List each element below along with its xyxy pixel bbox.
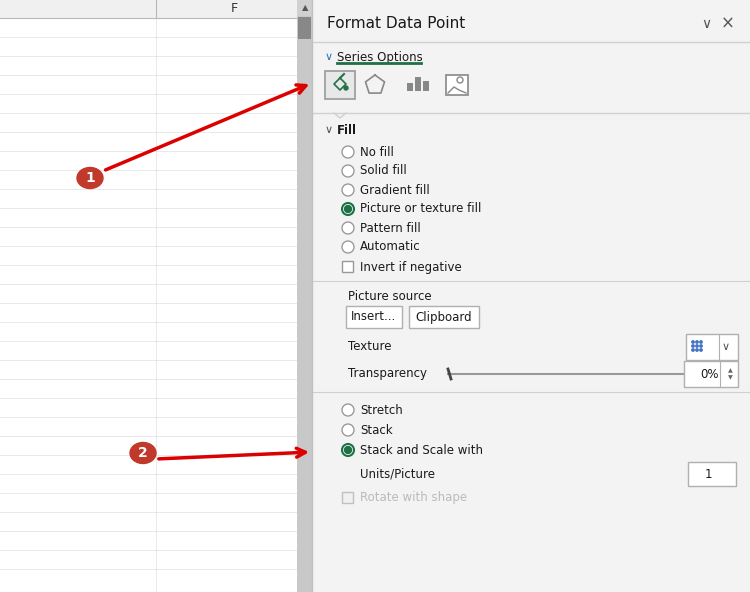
FancyBboxPatch shape <box>407 83 413 91</box>
Circle shape <box>342 404 354 416</box>
Ellipse shape <box>77 168 103 188</box>
Text: ▼: ▼ <box>728 375 732 381</box>
Circle shape <box>692 349 694 351</box>
FancyBboxPatch shape <box>446 75 468 95</box>
Text: Invert if negative: Invert if negative <box>360 260 462 274</box>
Circle shape <box>342 241 354 253</box>
Circle shape <box>700 345 702 347</box>
Circle shape <box>342 184 354 196</box>
FancyBboxPatch shape <box>346 306 402 328</box>
Text: Format Data Point: Format Data Point <box>327 17 465 31</box>
Text: Solid fill: Solid fill <box>360 165 407 178</box>
FancyBboxPatch shape <box>0 0 312 18</box>
Circle shape <box>342 424 354 436</box>
Text: Automatic: Automatic <box>360 240 421 253</box>
Text: Pattern fill: Pattern fill <box>360 221 421 234</box>
Text: Gradient fill: Gradient fill <box>360 184 430 197</box>
Circle shape <box>696 345 698 347</box>
Circle shape <box>342 146 354 158</box>
Text: F: F <box>230 2 238 15</box>
FancyBboxPatch shape <box>342 492 353 503</box>
Circle shape <box>344 86 348 90</box>
Text: ∨: ∨ <box>722 342 730 352</box>
FancyBboxPatch shape <box>686 334 738 360</box>
FancyBboxPatch shape <box>409 306 479 328</box>
FancyBboxPatch shape <box>688 462 736 486</box>
FancyBboxPatch shape <box>297 0 313 592</box>
Circle shape <box>692 345 694 347</box>
Text: Series Options: Series Options <box>337 50 423 63</box>
Text: Texture: Texture <box>348 340 392 353</box>
Text: ×: × <box>721 15 735 33</box>
Text: Stack and Scale with: Stack and Scale with <box>360 443 483 456</box>
FancyBboxPatch shape <box>423 81 429 91</box>
Text: 1: 1 <box>704 468 712 481</box>
Circle shape <box>692 341 694 343</box>
Text: ▲: ▲ <box>302 4 308 12</box>
Circle shape <box>344 446 352 453</box>
Circle shape <box>342 444 354 456</box>
Circle shape <box>342 165 354 177</box>
FancyBboxPatch shape <box>342 261 353 272</box>
Text: Transparency: Transparency <box>348 368 427 381</box>
Text: Stretch: Stretch <box>360 404 403 417</box>
Text: Picture or texture fill: Picture or texture fill <box>360 202 482 215</box>
FancyBboxPatch shape <box>298 17 311 39</box>
FancyBboxPatch shape <box>0 0 313 592</box>
FancyBboxPatch shape <box>325 71 355 99</box>
Ellipse shape <box>130 442 156 464</box>
Circle shape <box>342 203 354 215</box>
Circle shape <box>696 349 698 351</box>
Circle shape <box>344 205 352 213</box>
Circle shape <box>700 349 702 351</box>
Text: Rotate with shape: Rotate with shape <box>360 491 467 504</box>
Text: ∨: ∨ <box>701 17 711 31</box>
Text: ∨: ∨ <box>325 125 333 135</box>
FancyBboxPatch shape <box>684 361 738 387</box>
Text: No fill: No fill <box>360 146 394 159</box>
Circle shape <box>342 222 354 234</box>
Text: Fill: Fill <box>337 124 357 137</box>
Text: Stack: Stack <box>360 423 393 436</box>
Text: 0%: 0% <box>700 368 718 381</box>
FancyBboxPatch shape <box>297 0 313 16</box>
Text: ∨: ∨ <box>325 52 333 62</box>
Text: 1: 1 <box>85 171 94 185</box>
Text: ▲: ▲ <box>728 368 732 374</box>
Text: Units/Picture: Units/Picture <box>360 468 435 481</box>
Circle shape <box>696 341 698 343</box>
Text: Picture source: Picture source <box>348 291 432 304</box>
Text: 2: 2 <box>138 446 148 460</box>
Circle shape <box>700 341 702 343</box>
Text: Insert...: Insert... <box>351 310 397 323</box>
FancyBboxPatch shape <box>313 0 750 592</box>
Text: Clipboard: Clipboard <box>416 310 472 323</box>
FancyBboxPatch shape <box>415 77 421 91</box>
